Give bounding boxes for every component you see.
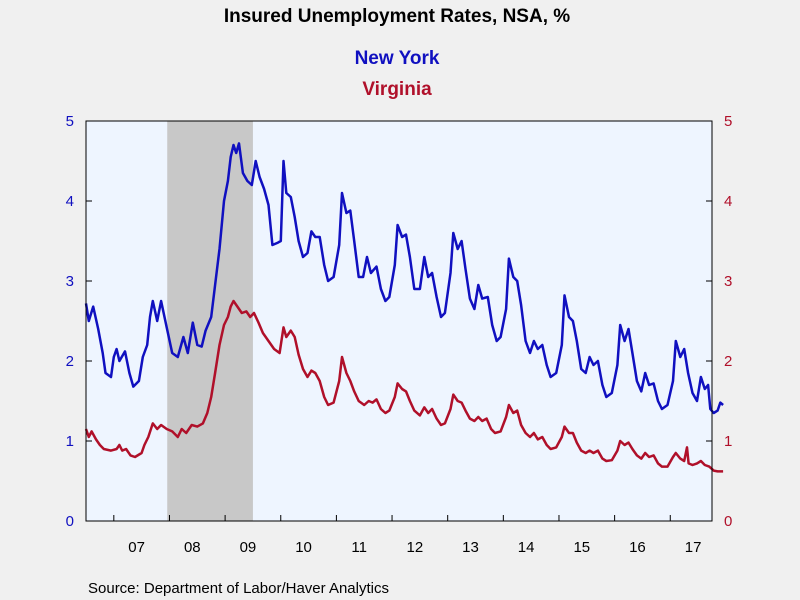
series-layer [84,142,724,473]
y-tick-label-right: 1 [724,433,732,450]
series-label-virginia: Virginia [362,79,432,100]
x-tick-label: 11 [351,539,367,556]
y-tick-label-right: 4 [724,193,732,210]
chart-title: Insured Unemployment Rates, NSA, % [224,6,570,27]
y-tick-label-left: 0 [66,513,74,530]
x-tick-label: 14 [518,539,535,556]
axis-layer: 0 01 12 23 34 45 507 08 09 10 11 12 13 14 15 16 17 [66,113,733,556]
x-tick-label: 12 [407,539,424,556]
series-line-new-york [84,142,724,415]
x-tick-label: 07 [128,539,145,556]
y-tick-label-left: 1 [66,433,74,450]
x-tick-label: 13 [462,539,479,556]
y-tick-label-left: 3 [66,273,74,290]
x-tick-label: 16 [629,539,646,556]
x-tick-label: 08 [184,539,201,556]
y-tick-label-left: 2 [66,353,74,370]
y-tick-label-left: 5 [66,113,74,130]
y-tick-label-left: 4 [66,193,74,210]
plot-frame [85,120,713,522]
x-tick-label: 15 [573,539,590,556]
y-tick-label-right: 5 [724,113,732,130]
x-tick-label: 10 [295,539,312,556]
x-tick-label: 17 [685,539,702,556]
series-label-new-york: New York [355,48,440,69]
series-line-virginia [84,299,724,473]
y-tick-label-right: 3 [724,273,732,290]
x-tick-label: 09 [240,539,257,556]
source-note: Source: Department of Labor/Haver Analyt… [88,580,389,597]
y-tick-label-right: 0 [724,513,732,530]
y-tick-label-right: 2 [724,353,732,370]
